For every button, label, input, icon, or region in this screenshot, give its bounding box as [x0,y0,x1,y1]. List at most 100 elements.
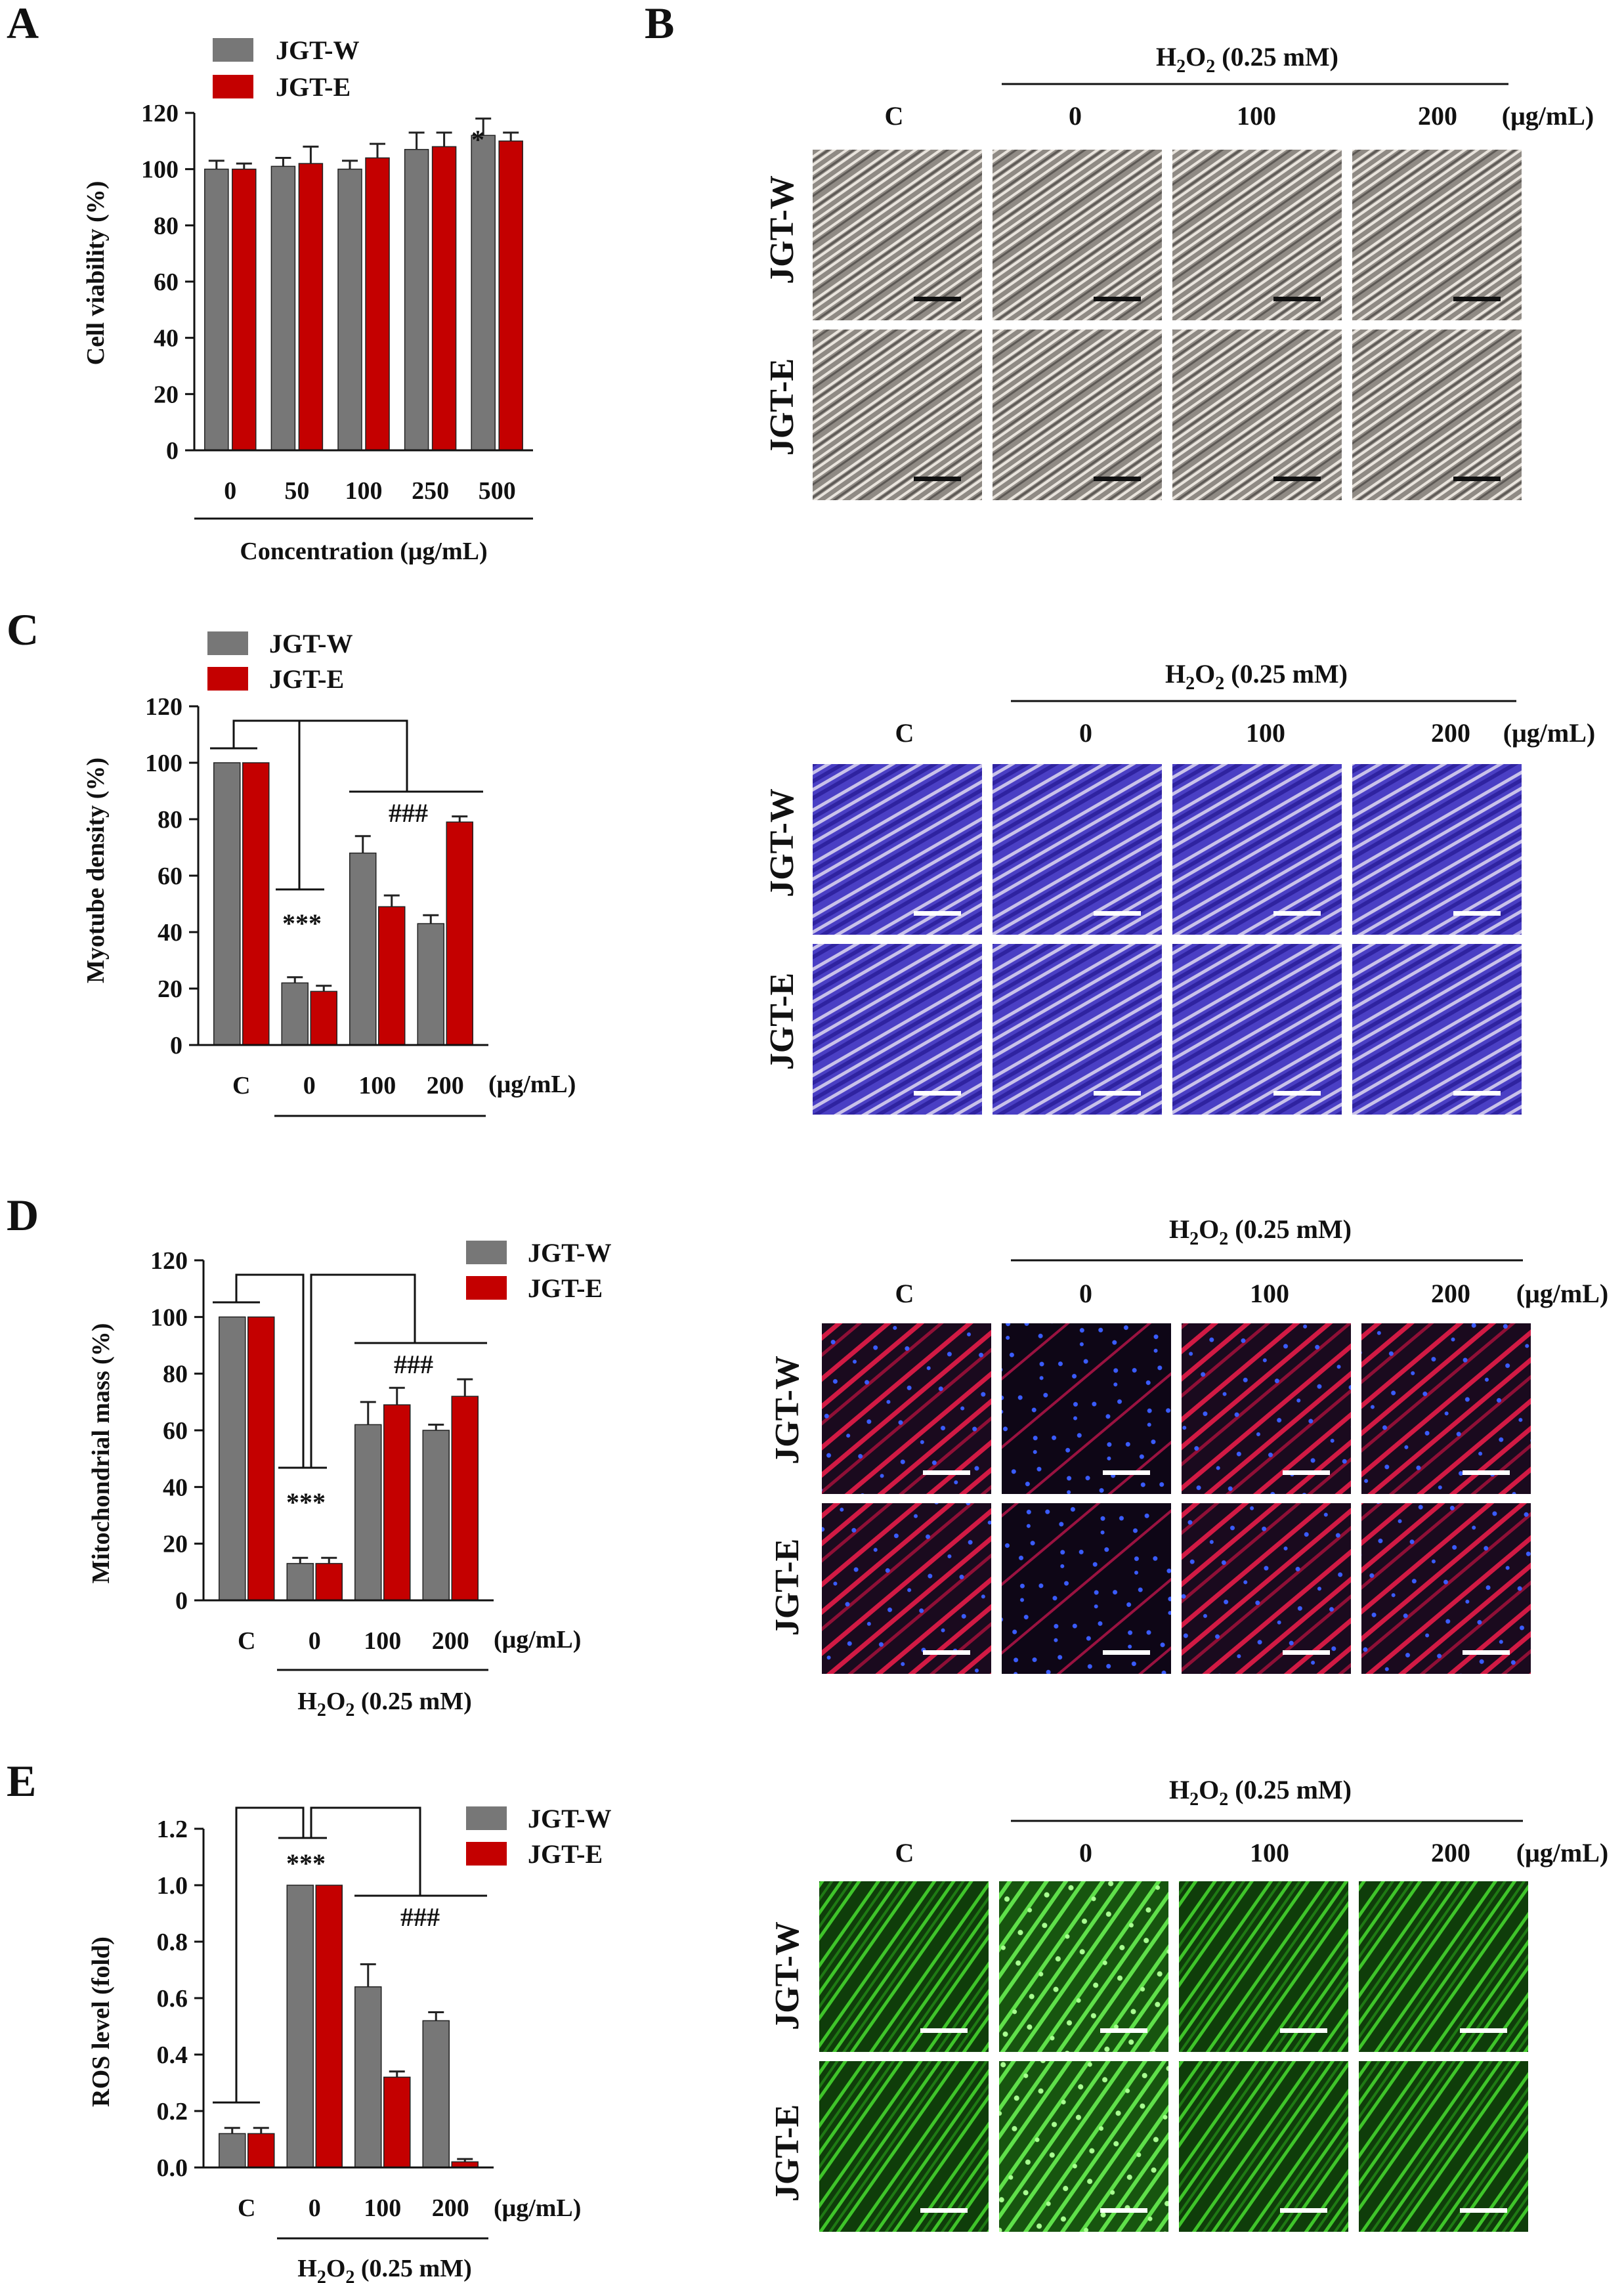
micrograph-jgt-w-c [813,764,982,935]
micrograph-jgt-w-0 [999,1881,1168,2052]
column-header-0: 0 [1069,101,1082,131]
x-tick-label: 500 [479,477,516,505]
y-tick-labels-e: 0.0 0.2 0.4 0.6 0.8 1.0 1.2 [157,1816,188,2182]
legend-a: JGT-W JGT-E [213,35,359,102]
y-tick-label: 60 [154,268,179,296]
legend-label-jgt-w: JGT-W [528,1804,611,1833]
column-header-0: 0 [1079,1279,1092,1308]
row-label-jgt-w: JGT-W [763,175,801,284]
x-group-label-e: H2O2 (0.25 mM) [297,2255,471,2283]
scale-bar [914,1091,961,1096]
x-group-label-d: H2O2 (0.25 mM) [297,1688,471,1720]
bar-group-d [219,1316,479,1601]
y-tick-label: 60 [158,863,182,890]
bar-jgt-e-200 [451,1396,479,1601]
micrograph-jgt-e-0 [993,330,1162,500]
error-bar-jgt-w-0 [208,160,224,169]
y-tick-label: 120 [145,693,182,721]
micrograph-jgt-e-c [819,2061,989,2232]
micrograph-jgt-w-0 [1002,1323,1171,1494]
significance-stars-e: *** [286,1848,326,1878]
legend-d: JGT-W JGT-E [466,1238,611,1303]
column-header-200: 200 [1431,718,1470,748]
error-bar-jgt-e-100 [383,894,400,907]
bar-jgt-w-C [219,1316,246,1601]
unit-label-c: (μg/mL) [488,1071,576,1098]
x-tick-label: 100 [364,2194,401,2222]
error-bar-jgt-w-200 [428,1423,444,1430]
unit-label-e: (μg/mL) [494,2194,581,2222]
y-tick-label: 0.2 [157,2098,188,2125]
panel-letter-a: A [7,0,39,48]
bar-jgt-w-0 [286,1563,314,1601]
micrograph-jgt-w-c [819,1881,989,2052]
bar-jgt-e-0 [315,1563,343,1601]
legend-label-jgt-w: JGT-W [528,1238,611,1268]
micrograph-jgt-w-100 [1172,150,1342,320]
bar-jgt-e-100 [383,2076,411,2168]
row-label-jgt-e: JGT-E [763,358,801,456]
bar-jgt-e-500 [498,140,523,451]
axes-panel-d [194,1259,494,1602]
scale-bar [1280,2028,1327,2033]
micrograph-jgt-w-200 [1359,1881,1528,2052]
y-tick-label: 60 [163,1417,188,1445]
micrograph-jgt-e-0 [1002,1503,1171,1674]
significance-hash-e: ### [400,1902,440,1932]
significance-stars-c: *** [282,908,322,938]
legend-label-jgt-e: JGT-E [269,664,344,694]
legend-swatch-jgt-e [207,667,248,691]
legend-c: JGT-W JGT-E [207,629,353,694]
y-tick-label: 40 [163,1474,188,1501]
comparison-brackets-c [210,719,483,891]
scale-bar [1103,1470,1150,1475]
error-bar-jgt-w-0 [292,1556,309,1564]
legend-label-jgt-e: JGT-E [528,1839,603,1869]
micrograph-jgt-w-c [813,150,982,320]
legend-label-jgt-w: JGT-W [276,35,359,65]
y-tick-label: 40 [154,325,179,352]
y-tick-label: 0.8 [157,1929,188,1956]
column-header-100: 100 [1237,101,1276,131]
bar-jgt-w-100 [354,1986,382,2168]
error-bar-jgt-w-C [224,2127,240,2134]
micrograph-jgt-e-200 [1359,2061,1528,2232]
error-bar-jgt-w-100 [360,1401,376,1425]
bar-jgt-e-0 [232,168,257,451]
x-tick-label: 100 [364,1627,401,1655]
scale-bar [1094,911,1141,916]
legend-swatch-jgt-w [466,1241,507,1264]
scale-bar [1463,1470,1510,1475]
y-tick-label: 80 [158,806,182,834]
row-label-jgt-w: JGT-W [763,788,801,897]
bar-jgt-e-100 [365,157,390,451]
micrograph-jgt-e-100 [1172,330,1342,500]
scale-bar [1103,1650,1150,1655]
micrograph-jgt-w-100 [1172,764,1342,935]
bar-jgt-e-C [247,2133,275,2168]
scale-bar [1273,1091,1321,1096]
scale-bar [920,2208,968,2213]
scale-bar [914,911,961,916]
error-bar-jgt-e-200 [452,815,468,822]
scale-bar [1453,911,1501,916]
micrograph-jgt-e-100 [1182,1503,1351,1674]
micrograph-jgt-e-100 [1179,2061,1348,2232]
panel-b: B H2O2 (0.25 mM) C 0 100 200 (μg/mL) JGT… [645,0,1594,500]
bar-jgt-w-200 [417,923,444,1046]
row-label-jgt-w: JGT-W [769,1355,806,1464]
axes-panel-a [185,112,533,452]
micrograph-jgt-e-0 [999,2061,1168,2232]
h2o2-header-d: H2O2 (0.25 mM) [1169,1214,1352,1249]
row-label-jgt-e: JGT-E [763,973,801,1070]
legend-label-jgt-e: JGT-E [528,1273,603,1303]
legend-e: JGT-W JGT-E [466,1804,611,1869]
comparison-brackets-e [213,1806,487,2104]
y-tick-label: 1.2 [157,1816,188,1843]
y-tick-label: 100 [141,156,179,184]
y-axis-label-d: Mitochondrial mass (%) [87,1323,115,1584]
y-tick-label: 1.0 [157,1872,188,1900]
error-bar-jgt-e-C [253,2127,269,2134]
significance-star-a: * [471,125,484,154]
scale-bar [1100,2208,1147,2213]
